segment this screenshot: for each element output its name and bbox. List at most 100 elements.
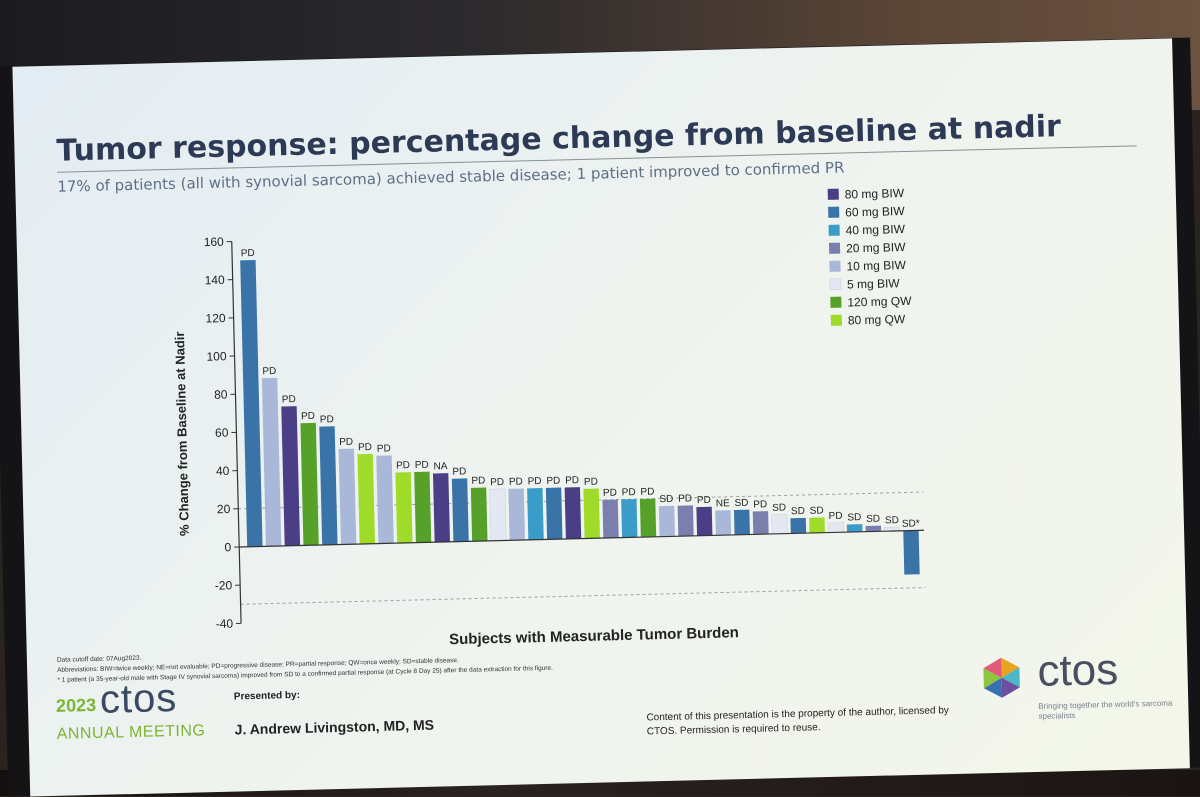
bar-data-label: PD — [697, 495, 711, 506]
presentation-slide: Tumor response: percentage change from b… — [12, 38, 1189, 796]
bar-data-label: PD — [603, 488, 617, 499]
y-tick-label: -20 — [215, 578, 233, 592]
bar-data-label: PD — [282, 394, 296, 405]
bar-data-label: PD — [565, 475, 579, 486]
bar — [527, 488, 544, 540]
bar-data-label: NE — [716, 498, 730, 509]
meeting-year: 2023 — [56, 695, 97, 717]
legend-swatch — [829, 261, 840, 272]
bar-data-label: PD — [490, 477, 504, 488]
legend-swatch — [829, 243, 840, 254]
bar — [565, 487, 582, 539]
legend-swatch — [829, 225, 840, 236]
bar-data-label: SD* — [902, 518, 920, 529]
y-tick-label: -40 — [216, 617, 234, 631]
bar-data-label: SD — [734, 498, 748, 509]
bar-data-label: PD — [753, 499, 767, 510]
legend-label: 60 mg BIW — [845, 204, 905, 219]
y-axis-title: % Change from Baseline at Nadir — [172, 331, 192, 536]
bar-data-label: SD — [847, 512, 861, 523]
legend-label: 120 mg QW — [847, 294, 912, 310]
ctos-logo-text: ctos — [1037, 645, 1119, 697]
ctos-logo-icon — [979, 655, 1024, 700]
bar — [809, 517, 825, 533]
legend-swatch — [828, 189, 839, 200]
bar-data-label: SD — [866, 514, 880, 525]
bar — [640, 499, 656, 538]
y-tick-label: 80 — [214, 387, 228, 401]
bar-data-label: PD — [241, 248, 255, 259]
meeting-name: ANNUAL MEETING — [57, 722, 206, 744]
bar-data-label: PD — [396, 460, 410, 471]
bar-data-label: PD — [584, 477, 598, 488]
y-tick-label: 140 — [204, 273, 225, 287]
bar-data-label: PD — [320, 414, 334, 425]
bar-data-label: PD — [262, 366, 276, 377]
legend-swatch — [830, 297, 841, 308]
bar — [490, 489, 507, 541]
bar — [262, 378, 281, 546]
bar — [621, 499, 637, 538]
bar-data-label: PD — [678, 493, 692, 504]
y-tick-label: 40 — [216, 464, 230, 478]
bar-data-label: SD — [791, 506, 805, 517]
bar — [715, 510, 731, 535]
bar — [734, 510, 750, 535]
bar — [319, 426, 337, 545]
y-tick-label: 20 — [217, 502, 231, 516]
y-tick-label: 100 — [206, 349, 227, 363]
legend-label: 80 mg BIW — [845, 186, 905, 201]
bar — [508, 488, 525, 540]
bar-data-label: PD — [528, 476, 542, 487]
y-tick-label: 60 — [215, 426, 229, 440]
y-tick-label: 120 — [205, 311, 226, 325]
bar-data-label: PD — [339, 437, 353, 448]
bar-data-label: SD — [885, 515, 899, 526]
ctos-tagline: Bringing together the world's sarcoma sp… — [1038, 698, 1178, 721]
bar — [790, 518, 806, 534]
bar-data-label: NA — [433, 461, 447, 472]
bar-data-label: PD — [415, 460, 429, 471]
bar — [395, 472, 412, 543]
bar — [772, 514, 788, 533]
bar — [847, 524, 863, 532]
bar — [678, 505, 694, 536]
bar — [903, 530, 919, 574]
legend-label: 80 mg QW — [848, 312, 906, 327]
bar-data-label: SD — [659, 494, 673, 505]
legend-label: 5 mg BIW — [847, 276, 901, 291]
bar — [471, 487, 488, 541]
bar-data-label: PD — [546, 476, 560, 487]
legend-label: 20 mg BIW — [846, 240, 906, 255]
bar — [300, 423, 318, 546]
bar — [696, 507, 712, 536]
presented-by-label: Presented by: — [234, 690, 300, 703]
legend-swatch — [828, 207, 839, 218]
legend-swatch — [831, 315, 842, 326]
reference-line — [241, 588, 926, 605]
bar-data-label: PD — [622, 487, 636, 498]
bar — [753, 511, 769, 534]
bar — [281, 406, 300, 546]
bar-data-label: SD — [772, 503, 786, 514]
bar — [583, 489, 600, 539]
y-tick-label: 160 — [204, 235, 225, 249]
legend-label: 40 mg BIW — [845, 222, 905, 237]
bar — [828, 523, 844, 533]
bar — [376, 455, 394, 543]
legend-swatch — [830, 279, 841, 290]
y-tick-label: 0 — [224, 540, 231, 554]
bar-data-label: SD — [810, 505, 824, 516]
bar-data-label: PD — [377, 443, 391, 454]
bar-data-label: PD — [301, 411, 315, 422]
bar — [452, 478, 469, 541]
bar-data-label: PD — [509, 476, 523, 487]
bar — [602, 500, 618, 539]
bar — [339, 449, 357, 545]
bar-data-label: PD — [640, 487, 654, 498]
bar-data-label: PD — [358, 442, 372, 453]
bar — [240, 260, 262, 547]
legend-label: 10 mg BIW — [846, 258, 906, 273]
bar — [357, 454, 375, 544]
meeting-logo-text: ctos — [99, 676, 177, 723]
